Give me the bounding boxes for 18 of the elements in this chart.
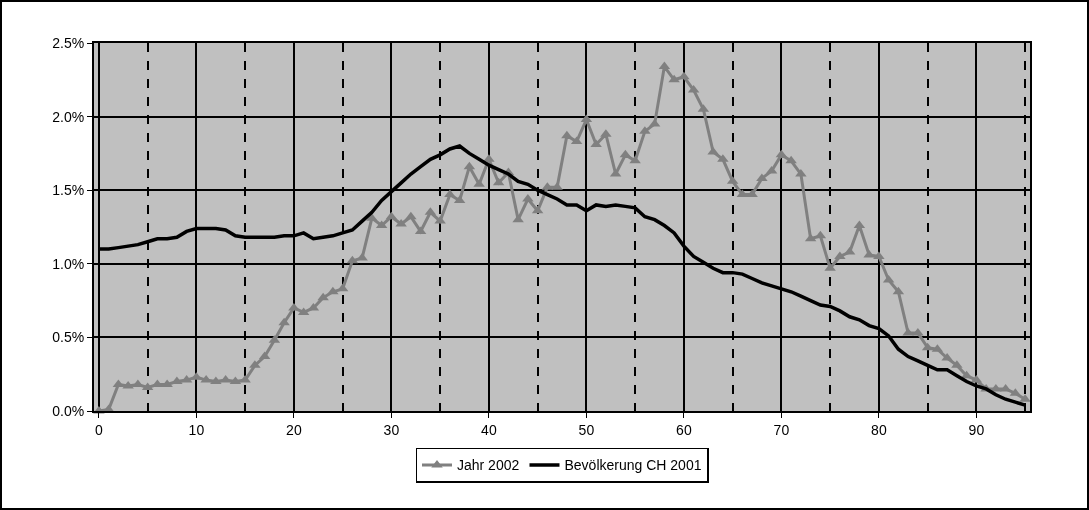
x-tick-label: 90 — [968, 421, 985, 438]
x-tick-label: 80 — [871, 421, 887, 438]
y-tick-label: 2.5% — [52, 34, 85, 51]
x-tick-label: 10 — [188, 421, 205, 438]
x-tick-label: 70 — [773, 421, 790, 438]
x-tick-label: 30 — [383, 421, 400, 438]
y-tick-label: 2.0% — [52, 108, 85, 125]
legend-label: Jahr 2002 — [457, 457, 520, 474]
x-tick-label: 40 — [481, 421, 497, 438]
y-tick-label: 1.0% — [52, 255, 85, 272]
y-tick-label: 1.5% — [52, 182, 85, 199]
x-tick-label: 0 — [94, 421, 103, 438]
legend-label: Bevölkerung CH 2001 — [564, 457, 702, 474]
y-tick-label: 0.0% — [52, 402, 85, 419]
x-tick-label: 50 — [578, 421, 595, 438]
x-tick-label: 20 — [286, 421, 302, 438]
y-tick-label: 0.5% — [52, 329, 85, 346]
x-tick-label: 60 — [676, 421, 692, 438]
